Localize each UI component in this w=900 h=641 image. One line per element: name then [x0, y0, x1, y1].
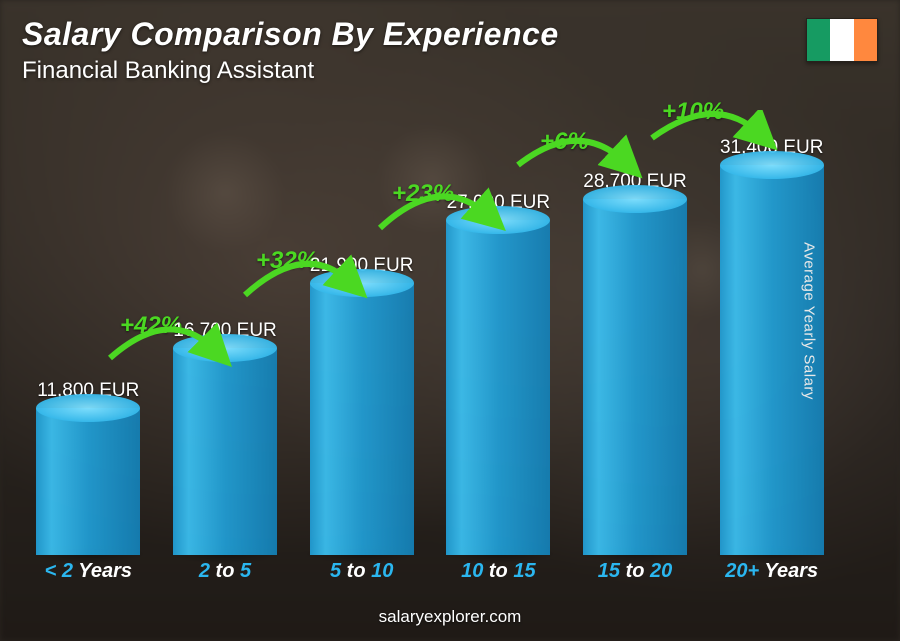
- bar-top: [720, 151, 824, 179]
- x-label-2: 5 to 10: [293, 560, 430, 583]
- bar-0: [36, 408, 140, 555]
- bar-top: [36, 394, 140, 422]
- x-label-4: 15 to 20: [567, 560, 704, 583]
- x-label-5: 20+ Years: [703, 560, 840, 583]
- bar-top: [583, 185, 687, 213]
- page-subtitle: Financial Banking Assistant: [22, 57, 878, 85]
- x-label-3: 10 to 15: [430, 560, 567, 583]
- bar-3: [446, 220, 550, 555]
- bar-column-2: 21,900 EUR: [293, 110, 430, 555]
- flag-stripe-green: [807, 19, 830, 61]
- salary-bar-chart: +42% +32% +23% +6% +10% 11,800 EUR16,700…: [20, 110, 840, 583]
- x-label-1: 2 to 5: [157, 560, 294, 583]
- flag-stripe-orange: [854, 19, 877, 61]
- bar-front: [173, 348, 277, 555]
- bar-top: [310, 269, 414, 297]
- bars-container: 11,800 EUR16,700 EUR21,900 EUR27,000 EUR…: [20, 110, 840, 555]
- bar-1: [173, 348, 277, 555]
- y-axis-label: Average Yearly Salary: [801, 242, 818, 400]
- bar-top: [446, 206, 550, 234]
- footer-attribution: salaryexplorer.com: [0, 607, 900, 627]
- ireland-flag-icon: [806, 18, 878, 62]
- bar-2: [310, 283, 414, 555]
- bar-front: [446, 220, 550, 555]
- bar-column-5: 31,400 EUR: [703, 110, 840, 555]
- x-label-0: < 2 Years: [20, 560, 157, 583]
- bar-column-3: 27,000 EUR: [430, 110, 567, 555]
- flag-stripe-white: [830, 19, 853, 61]
- bar-column-0: 11,800 EUR: [20, 110, 157, 555]
- bar-top: [173, 334, 277, 362]
- bar-front: [583, 199, 687, 555]
- bar-front: [36, 408, 140, 555]
- header: Salary Comparison By Experience Financia…: [22, 16, 878, 85]
- bar-column-1: 16,700 EUR: [157, 110, 294, 555]
- bar-4: [583, 199, 687, 555]
- bar-front: [310, 283, 414, 555]
- x-axis: < 2 Years2 to 55 to 1010 to 1515 to 2020…: [20, 560, 840, 583]
- page-title: Salary Comparison By Experience: [22, 16, 878, 53]
- bar-column-4: 28,700 EUR: [567, 110, 704, 555]
